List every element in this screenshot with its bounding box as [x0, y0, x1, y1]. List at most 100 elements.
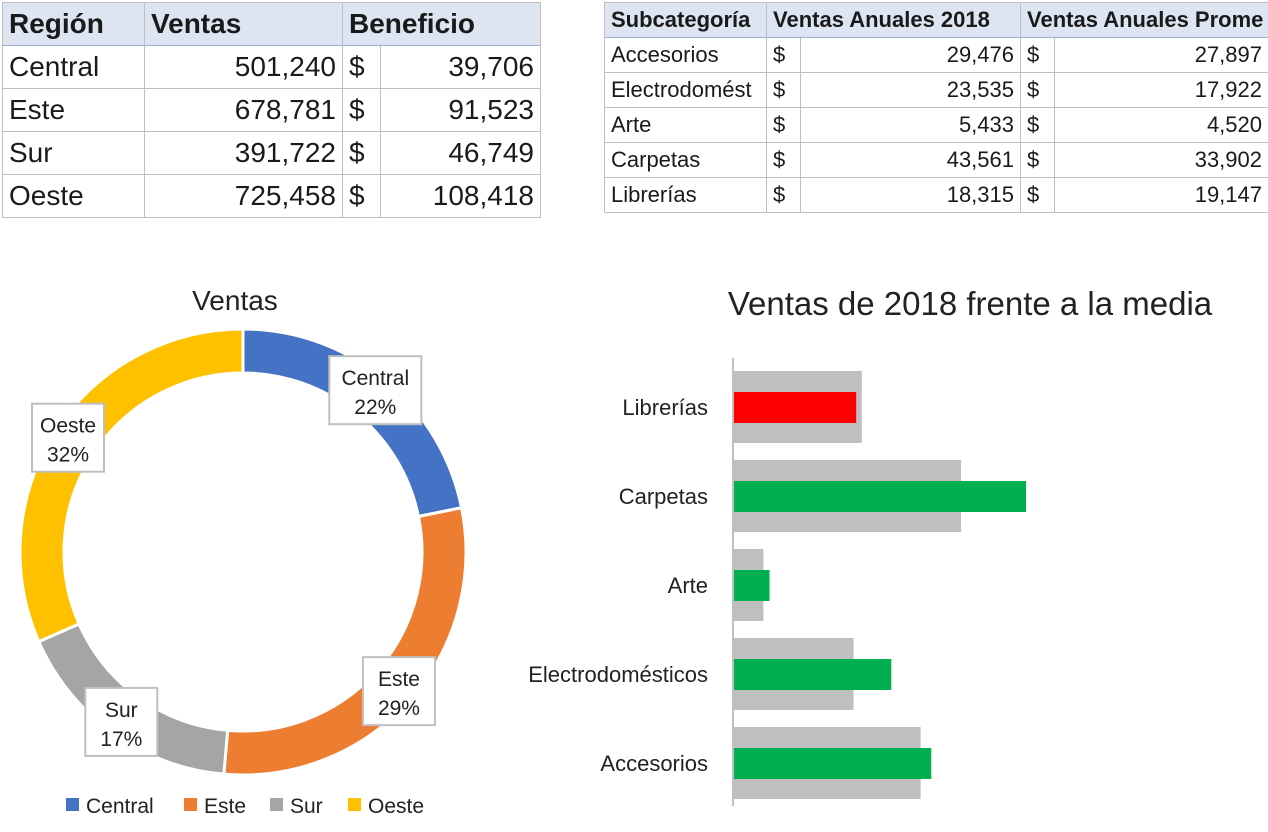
category-label: Librerías — [622, 395, 708, 420]
cell-currency: $ — [766, 37, 801, 73]
data-label-category: Este — [378, 668, 420, 691]
cell-ventas-2018[interactable]: 18,315 — [800, 177, 1021, 213]
header-ventas-promedio[interactable]: Ventas Anuales Prome — [1020, 2, 1268, 38]
header-ventas[interactable]: Ventas — [144, 2, 343, 46]
data-label-percent: 22% — [354, 396, 396, 419]
cell-currency: $ — [766, 177, 801, 213]
subcategory-table-header: Subcategoría Ventas Anuales 2018 Ventas … — [604, 2, 1268, 38]
table-row: Carpetas $43,561 $33,902 — [604, 142, 1268, 178]
category-label: Arte — [668, 573, 708, 598]
cell-currency: $ — [342, 174, 381, 218]
cell-ventas-2018[interactable]: 23,535 — [800, 72, 1021, 108]
bar-2018[interactable] — [733, 481, 1026, 512]
donut-slice-este[interactable] — [222, 505, 468, 777]
cell-ventas-2018[interactable]: 29,476 — [800, 37, 1021, 73]
bar-2018[interactable] — [733, 659, 892, 690]
bar-chart[interactable]: Ventas de 2018 frente a la media Librería… — [490, 270, 1268, 830]
data-label-box — [361, 656, 436, 727]
category-label: Accesorios — [600, 751, 708, 776]
cell-currency: $ — [766, 142, 801, 178]
cell-ventas[interactable]: 501,240 — [144, 45, 343, 89]
cell-beneficio[interactable]: 91,523 — [380, 88, 541, 132]
data-label-percent: 29% — [378, 697, 420, 720]
data-label-category: Central — [341, 367, 409, 390]
cell-ventas[interactable]: 725,458 — [144, 174, 343, 218]
cell-beneficio[interactable]: 39,706 — [380, 45, 541, 89]
bar-2018[interactable] — [733, 570, 770, 601]
cell-subcategoria[interactable]: Librerías — [604, 177, 767, 213]
cell-currency: $ — [766, 72, 801, 108]
cell-ventas-2018[interactable]: 43,561 — [800, 142, 1021, 178]
legend-swatch — [348, 798, 361, 811]
table-row: Central 501,240 $39,706 — [2, 45, 541, 89]
cell-region[interactable]: Sur — [2, 131, 145, 175]
cell-subcategoria[interactable]: Accesorios — [604, 37, 767, 73]
cell-subcategoria[interactable]: Electrodomést — [604, 72, 767, 108]
region-table: Región Ventas Beneficio Central 501,240 $3… — [2, 2, 541, 218]
subcategory-table: Subcategoría Ventas Anuales 2018 Ventas … — [604, 2, 1268, 213]
table-row: Arte $5,433 $4,520 — [604, 107, 1268, 143]
cell-ventas-promedio[interactable]: 19,147 — [1054, 177, 1268, 213]
cell-currency: $ — [342, 88, 381, 132]
donut-chart[interactable]: Ventas Central 22% Este 29% Sur 17% Oeste 32% Cen… — [0, 270, 490, 830]
data-label-percent: 32% — [47, 444, 89, 467]
data-label-box — [31, 402, 106, 473]
category-label: Electrodomésticos — [528, 662, 708, 687]
cell-subcategoria[interactable]: Arte — [604, 107, 767, 143]
table-row: Este 678,781 $91,523 — [2, 88, 541, 132]
bar-2018[interactable] — [733, 392, 857, 423]
cell-ventas[interactable]: 391,722 — [144, 131, 343, 175]
table-row: Oeste 725,458 $108,418 — [2, 174, 541, 218]
data-label-box — [328, 355, 423, 426]
cell-beneficio[interactable]: 46,749 — [380, 131, 541, 175]
donut-slice-oeste[interactable] — [18, 327, 245, 644]
data-label-category: Oeste — [40, 415, 96, 438]
cell-ventas-2018[interactable]: 5,433 — [800, 107, 1021, 143]
table-row: Accesorios $29,476 $27,897 — [604, 37, 1268, 73]
donut-legend: Central Este Sur Oeste — [66, 795, 424, 818]
cell-ventas[interactable]: 678,781 — [144, 88, 343, 132]
cell-currency: $ — [1020, 107, 1055, 143]
donut-title: Ventas — [192, 285, 278, 316]
legend-label[interactable]: Central — [86, 795, 154, 818]
table-row: Electrodomést $23,535 $17,922 — [604, 72, 1268, 108]
header-region[interactable]: Región — [2, 2, 145, 46]
cell-ventas-promedio[interactable]: 4,520 — [1054, 107, 1268, 143]
donut-data-label: Central 22% — [328, 355, 423, 426]
legend-label[interactable]: Oeste — [368, 795, 424, 818]
header-subcategoria[interactable]: Subcategoría — [604, 2, 767, 38]
legend-label[interactable]: Este — [204, 795, 246, 818]
cell-currency: $ — [1020, 37, 1055, 73]
data-label-category: Sur — [105, 699, 138, 722]
cell-currency: $ — [1020, 142, 1055, 178]
cell-currency: $ — [766, 107, 801, 143]
cell-ventas-promedio[interactable]: 17,922 — [1054, 72, 1268, 108]
data-label-box — [84, 686, 159, 757]
donut-data-label: Sur 17% — [84, 686, 159, 757]
legend-swatch — [270, 798, 283, 811]
cell-currency: $ — [1020, 72, 1055, 108]
cell-ventas-promedio[interactable]: 33,902 — [1054, 142, 1268, 178]
cell-region[interactable]: Central — [2, 45, 145, 89]
bar-2018[interactable] — [733, 748, 932, 779]
region-table-header: Región Ventas Beneficio — [2, 2, 541, 46]
table-row: Sur 391,722 $46,749 — [2, 131, 541, 175]
table-row: Librerías $18,315 $19,147 — [604, 177, 1268, 213]
category-label: Carpetas — [619, 484, 708, 509]
cell-subcategoria[interactable]: Carpetas — [604, 142, 767, 178]
header-ventas-2018[interactable]: Ventas Anuales 2018 — [766, 2, 1021, 38]
cell-currency: $ — [1020, 177, 1055, 213]
cell-beneficio[interactable]: 108,418 — [380, 174, 541, 218]
legend-label[interactable]: Sur — [290, 795, 323, 818]
bar-chart-title: Ventas de 2018 frente a la media — [728, 285, 1213, 322]
donut-data-label: Oeste 32% — [31, 402, 106, 473]
legend-swatch — [66, 798, 79, 811]
cell-region[interactable]: Este — [2, 88, 145, 132]
header-beneficio[interactable]: Beneficio — [342, 2, 541, 46]
cell-currency: $ — [342, 45, 381, 89]
legend-swatch — [184, 798, 197, 811]
cell-ventas-promedio[interactable]: 27,897 — [1054, 37, 1268, 73]
cell-currency: $ — [342, 131, 381, 175]
cell-region[interactable]: Oeste — [2, 174, 145, 218]
data-label-percent: 17% — [100, 728, 142, 751]
